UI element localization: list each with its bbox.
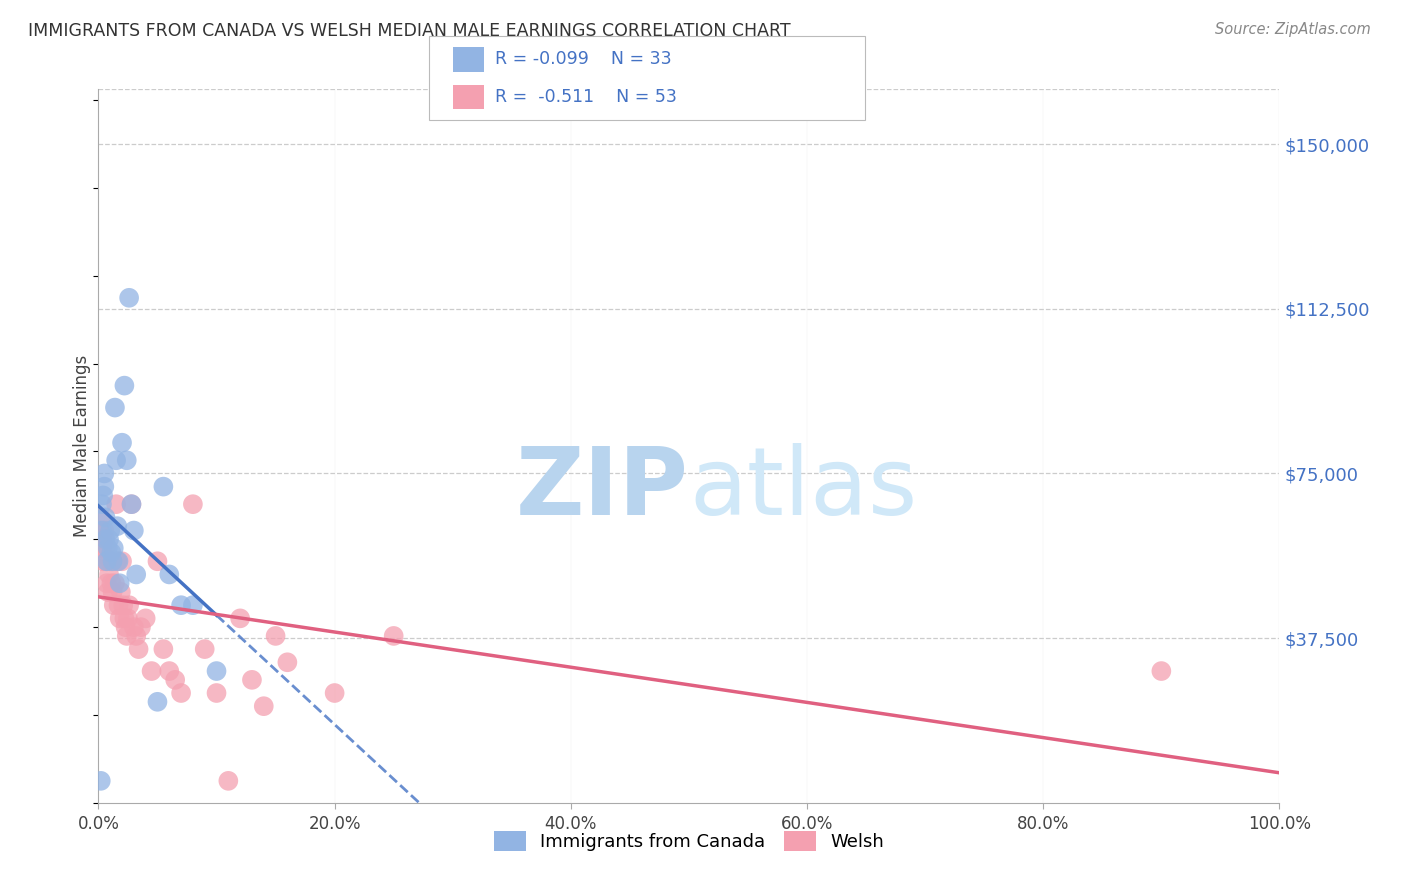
Point	[129, 620, 152, 634]
Point	[100, 545, 122, 559]
Point	[111, 435, 134, 450]
Point	[108, 611, 131, 625]
Point	[98, 554, 121, 568]
Point	[122, 524, 145, 538]
Point	[105, 519, 128, 533]
Point	[165, 673, 187, 687]
Text: atlas: atlas	[689, 442, 917, 535]
Point	[91, 554, 114, 568]
Point	[122, 620, 145, 634]
Point	[94, 510, 117, 524]
Point	[205, 664, 228, 678]
Point	[96, 554, 118, 568]
Point	[107, 598, 129, 612]
Point	[97, 585, 120, 599]
Point	[103, 598, 125, 612]
Point	[135, 611, 157, 625]
Point	[240, 673, 263, 687]
Point	[146, 695, 169, 709]
Point	[264, 629, 287, 643]
Point	[114, 620, 136, 634]
Point	[115, 629, 138, 643]
Text: R = -0.099    N = 33: R = -0.099 N = 33	[495, 50, 672, 68]
Point	[98, 533, 121, 547]
Point	[91, 488, 114, 502]
Point	[112, 598, 135, 612]
Point	[323, 686, 346, 700]
Point	[125, 567, 148, 582]
Point	[110, 585, 132, 599]
Point	[157, 664, 180, 678]
Point	[217, 773, 239, 788]
Text: R =  -0.511    N = 53: R = -0.511 N = 53	[495, 88, 676, 106]
Point	[105, 497, 128, 511]
Point	[108, 576, 131, 591]
Point	[125, 629, 148, 643]
Point	[104, 401, 127, 415]
Y-axis label: Median Male Earnings: Median Male Earnings	[73, 355, 91, 537]
Point	[382, 629, 405, 643]
Point	[205, 686, 228, 700]
Point	[194, 642, 217, 657]
Point	[98, 567, 121, 582]
Point	[181, 598, 204, 612]
Point	[90, 773, 112, 788]
Point	[96, 576, 118, 591]
Point	[170, 686, 193, 700]
Point	[100, 576, 122, 591]
Point	[141, 664, 163, 678]
Text: Source: ZipAtlas.com: Source: ZipAtlas.com	[1215, 22, 1371, 37]
Point	[91, 524, 114, 538]
Point	[91, 541, 114, 555]
Point	[146, 554, 169, 568]
Point	[118, 598, 141, 612]
Point	[229, 611, 252, 625]
Point	[117, 611, 139, 625]
Point	[118, 291, 141, 305]
Point	[112, 611, 135, 625]
Point	[103, 541, 125, 555]
Point	[253, 699, 276, 714]
Point	[276, 655, 298, 669]
Point	[101, 554, 124, 568]
Point	[98, 524, 121, 538]
Point	[93, 524, 115, 538]
Point	[1150, 664, 1173, 678]
Point	[105, 554, 128, 568]
Point	[105, 453, 128, 467]
Point	[112, 378, 135, 392]
Point	[89, 524, 111, 538]
Point	[101, 585, 124, 599]
Point	[93, 467, 115, 481]
Point	[152, 642, 174, 657]
Point	[107, 554, 129, 568]
Point	[90, 510, 112, 524]
Legend: Immigrants from Canada, Welsh: Immigrants from Canada, Welsh	[486, 823, 891, 858]
Point	[157, 567, 180, 582]
Text: IMMIGRANTS FROM CANADA VS WELSH MEDIAN MALE EARNINGS CORRELATION CHART: IMMIGRANTS FROM CANADA VS WELSH MEDIAN M…	[28, 22, 790, 40]
Point	[91, 533, 114, 547]
Point	[181, 497, 204, 511]
Point	[115, 453, 138, 467]
Point	[96, 554, 118, 568]
Point	[170, 598, 193, 612]
Point	[91, 497, 114, 511]
Point	[128, 642, 150, 657]
Point	[104, 576, 127, 591]
Point	[97, 541, 120, 555]
Point	[152, 480, 174, 494]
Point	[94, 533, 117, 547]
Point	[121, 497, 143, 511]
Point	[93, 533, 115, 547]
Point	[121, 497, 143, 511]
Point	[111, 554, 134, 568]
Point	[93, 480, 115, 494]
Point	[94, 541, 117, 555]
Text: ZIP: ZIP	[516, 442, 689, 535]
